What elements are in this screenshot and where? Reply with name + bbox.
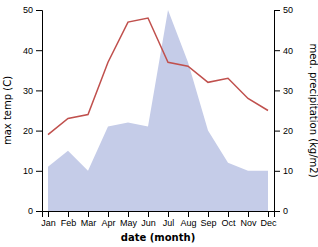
- tick-label: Feb: [61, 218, 77, 228]
- tick-label: May: [120, 218, 138, 228]
- tick: 30: [274, 86, 293, 96]
- tick: 50: [23, 5, 42, 15]
- axis-domain: [275, 11, 281, 212]
- tick-mark: [36, 90, 42, 91]
- axis-domain: [43, 212, 275, 218]
- tick-label: Mar: [81, 218, 97, 228]
- precipitation-area: [48, 10, 268, 211]
- y2-axis-title: med. precipitation (kg/m2): [308, 43, 318, 177]
- y2-axis: 0 10 20 30 40 50: [274, 5, 293, 216]
- marks: [48, 10, 268, 211]
- plot: Jan Feb Mar Apr MayJun Jul Aug Sep Oct NovDec 0 10 2…: [23, 5, 293, 228]
- tick-mark: [274, 211, 280, 212]
- tick: 40: [23, 46, 42, 56]
- tick: Feb: [61, 211, 77, 228]
- tick: Sep: [200, 211, 216, 228]
- tick: 0: [274, 206, 288, 216]
- tick-label: Dec: [260, 218, 277, 228]
- tick-mark: [36, 50, 42, 51]
- tick: 30: [23, 86, 42, 96]
- tick-mark: [48, 211, 49, 217]
- tick: 40: [274, 46, 293, 56]
- tick-label: 0: [28, 206, 33, 216]
- tick: Dec: [260, 211, 277, 228]
- tick-mark: [36, 10, 42, 11]
- tick-label: Jul: [163, 218, 175, 228]
- tick: 10: [274, 166, 293, 176]
- tick: Jul: [163, 211, 175, 228]
- chart: Jan Feb Mar Apr MayJun Jul Aug Sep Oct NovDec 0 10 2…: [0, 0, 318, 247]
- tick-label: 10: [283, 166, 293, 176]
- tick-mark: [274, 171, 280, 172]
- tick-label: Jun: [141, 218, 156, 228]
- tick: Oct: [221, 211, 236, 228]
- tick-mark: [148, 211, 149, 217]
- y-axis: 0 10 20 30 40 50: [23, 5, 43, 216]
- tick-mark: [188, 211, 189, 217]
- tick-label: 40: [23, 46, 33, 56]
- tick-mark: [36, 211, 42, 212]
- tick: Jan: [41, 211, 56, 228]
- axis-domain: [36, 11, 43, 212]
- tick: 10: [23, 166, 42, 176]
- tick-mark: [88, 211, 89, 217]
- tick-label: 50: [283, 5, 293, 15]
- x-axis-title: date (month): [121, 232, 195, 243]
- tick-label: Apr: [101, 218, 115, 228]
- tick-mark: [274, 131, 280, 132]
- tick-mark: [274, 50, 280, 51]
- tick-mark: [208, 211, 209, 217]
- tick-label: 30: [283, 86, 293, 96]
- tick: 50: [274, 5, 293, 15]
- tick-mark: [108, 211, 109, 217]
- tick-label: 20: [283, 126, 293, 136]
- tick: Apr: [101, 211, 115, 228]
- tick-mark: [248, 211, 249, 217]
- tick-mark: [268, 211, 269, 217]
- tick: May: [120, 211, 138, 228]
- tick: Jun: [141, 211, 156, 228]
- tick-label: 30: [23, 86, 33, 96]
- tick-label: 40: [283, 46, 293, 56]
- tick-label: 10: [23, 166, 33, 176]
- tick-mark: [274, 10, 280, 11]
- tick-mark: [274, 90, 280, 91]
- tick-mark: [228, 211, 229, 217]
- tick: Aug: [180, 211, 196, 228]
- tick-label: 20: [23, 126, 33, 136]
- tick-label: 50: [23, 5, 33, 15]
- tick-mark: [128, 211, 129, 217]
- tick-label: Aug: [180, 218, 196, 228]
- tick: Nov: [240, 211, 257, 228]
- tick-label: Jan: [41, 218, 56, 228]
- x-axis: Jan Feb Mar Apr MayJun Jul Aug Sep Oct NovDec: [41, 211, 277, 228]
- tick-label: Oct: [221, 218, 236, 228]
- y-axis-title: max temp (C): [2, 76, 13, 145]
- tick-mark: [36, 131, 42, 132]
- tick-mark: [68, 211, 69, 217]
- tick: 20: [23, 126, 42, 136]
- tick-mark: [168, 211, 169, 217]
- tick-mark: [36, 171, 42, 172]
- tick-label: Sep: [200, 218, 216, 228]
- tick: 0: [28, 206, 42, 216]
- tick: 20: [274, 126, 293, 136]
- tick: Mar: [81, 211, 97, 228]
- tick-label: Nov: [240, 218, 257, 228]
- tick-label: 0: [283, 206, 288, 216]
- temperature-line: [48, 18, 268, 135]
